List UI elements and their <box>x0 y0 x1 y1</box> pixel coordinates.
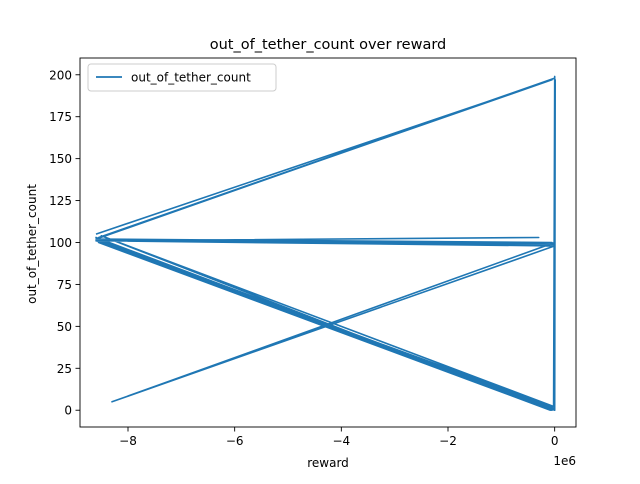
y-tick-label: 75 <box>57 278 72 292</box>
y-tick-label: 150 <box>49 152 72 166</box>
x-axis: −8 −6 −4 −2 0 <box>119 427 558 448</box>
y-axis-label: out_of_tether_count <box>25 184 39 304</box>
x-tick-label: −6 <box>226 434 244 448</box>
x-axis-offset-label: 1e6 <box>553 454 576 468</box>
legend: out_of_tether_count <box>87 63 277 92</box>
x-axis-label: reward <box>307 456 349 470</box>
series-line-out-of-tether-count <box>95 75 557 412</box>
x-tick-label: −8 <box>119 434 137 448</box>
y-tick-label: 0 <box>64 404 72 418</box>
y-tick-label: 25 <box>57 362 72 376</box>
y-tick-label: 125 <box>49 194 72 208</box>
legend-frame <box>87 63 277 92</box>
x-tick-label: −2 <box>439 434 457 448</box>
legend-entry-label: out_of_tether_count <box>131 71 251 85</box>
y-tick-label: 100 <box>49 236 72 250</box>
y-tick-label: 50 <box>57 320 72 334</box>
chart-title: out_of_tether_count over reward <box>210 37 447 53</box>
y-tick-label: 175 <box>49 110 72 124</box>
x-tick-label: −4 <box>332 434 350 448</box>
y-axis: 0 25 50 75 100 125 150 175 200 <box>49 68 80 418</box>
x-tick-label: 0 <box>551 434 559 448</box>
plot-area <box>79 57 577 428</box>
y-tick-label: 200 <box>49 68 72 82</box>
